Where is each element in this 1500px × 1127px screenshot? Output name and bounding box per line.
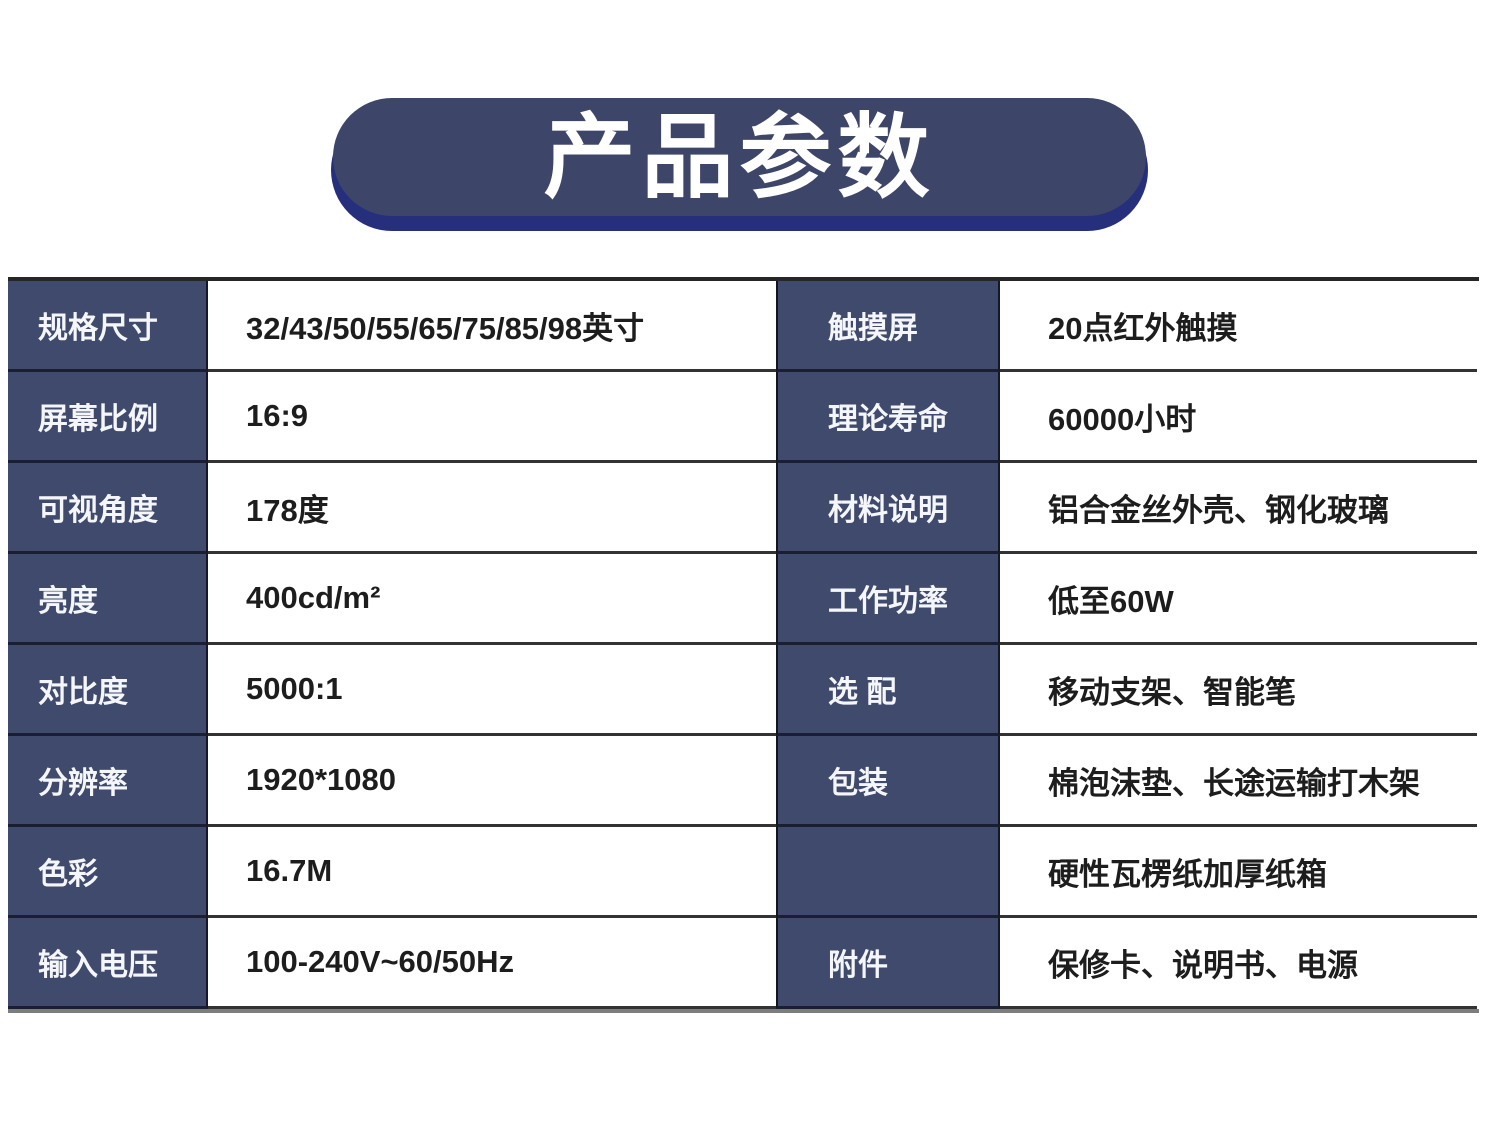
table-row: 亮度 400cd/m² 工作功率 低至60W xyxy=(8,554,1479,645)
spec-label: 触摸屏 xyxy=(776,281,1000,372)
spec-value: 5000:1 xyxy=(208,645,776,736)
spec-label: 对比度 xyxy=(8,645,208,736)
table-row: 色彩 16.7M 硬性瓦楞纸加厚纸箱 xyxy=(8,827,1479,918)
spec-label: 屏幕比例 xyxy=(8,372,208,463)
spec-value: 硬性瓦楞纸加厚纸箱 xyxy=(1000,827,1477,918)
spec-value: 20点红外触摸 xyxy=(1000,281,1477,372)
spec-label: 输入电压 xyxy=(8,918,208,1009)
spec-label: 亮度 xyxy=(8,554,208,645)
spec-value: 保修卡、说明书、电源 xyxy=(1000,918,1477,1009)
table-row: 输入电压 100-240V~60/50Hz 附件 保修卡、说明书、电源 xyxy=(8,918,1479,1009)
spec-label: 材料说明 xyxy=(776,463,1000,554)
spec-table: 规格尺寸 32/43/50/55/65/75/85/98英寸 触摸屏 20点红外… xyxy=(8,277,1479,1013)
spec-value: 178度 xyxy=(208,463,776,554)
table-row: 规格尺寸 32/43/50/55/65/75/85/98英寸 触摸屏 20点红外… xyxy=(8,281,1479,372)
table-row: 对比度 5000:1 选 配 移动支架、智能笔 xyxy=(8,645,1479,736)
spec-label: 可视角度 xyxy=(8,463,208,554)
spec-value: 16:9 xyxy=(208,372,776,463)
spec-label: 规格尺寸 xyxy=(8,281,208,372)
spec-label: 分辨率 xyxy=(8,736,208,827)
spec-value: 低至60W xyxy=(1000,554,1477,645)
spec-value: 32/43/50/55/65/75/85/98英寸 xyxy=(208,281,776,372)
table-row: 分辨率 1920*1080 包装 棉泡沫垫、长途运输打木架 xyxy=(8,736,1479,827)
spec-value: 棉泡沫垫、长途运输打木架 xyxy=(1000,736,1477,827)
spec-value: 16.7M xyxy=(208,827,776,918)
spec-label: 理论寿命 xyxy=(776,372,1000,463)
table-row: 屏幕比例 16:9 理论寿命 60000小时 xyxy=(8,372,1479,463)
spec-label: 附件 xyxy=(776,918,1000,1009)
spec-value: 60000小时 xyxy=(1000,372,1477,463)
page-title: 产品参数 xyxy=(543,107,936,209)
spec-label: 选 配 xyxy=(776,645,1000,736)
table-row: 可视角度 178度 材料说明 铝合金丝外壳、钢化玻璃 xyxy=(8,463,1479,554)
spec-value: 400cd/m² xyxy=(208,554,776,645)
spec-value: 1920*1080 xyxy=(208,736,776,827)
spec-label: 色彩 xyxy=(8,827,208,918)
spec-value: 铝合金丝外壳、钢化玻璃 xyxy=(1000,463,1477,554)
spec-label-empty xyxy=(776,827,1000,918)
spec-label: 工作功率 xyxy=(776,554,1000,645)
page-title-banner: 产品参数 xyxy=(333,98,1146,216)
spec-label: 包装 xyxy=(776,736,1000,827)
spec-value: 移动支架、智能笔 xyxy=(1000,645,1477,736)
spec-value: 100-240V~60/50Hz xyxy=(208,918,776,1009)
